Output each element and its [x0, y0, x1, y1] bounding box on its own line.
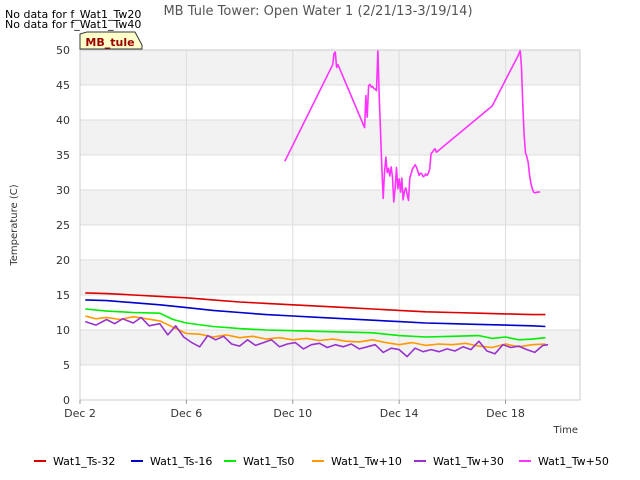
y-tick-label: 25 [56, 219, 70, 232]
site-badge-label: MB_tule [85, 36, 134, 49]
legend-label: Wat1_Ts-32 [53, 455, 115, 468]
plot-band [80, 260, 580, 295]
plot-band [80, 50, 580, 85]
plot-band [80, 365, 580, 400]
y-tick-label: 15 [56, 289, 70, 302]
y-tick-label: 0 [63, 394, 70, 407]
series-line-wat1-ts0 [85, 308, 546, 341]
plot-band [80, 190, 580, 225]
plot-band [80, 225, 580, 260]
series-line-wat1-tw-30 [85, 316, 549, 358]
series-lines [85, 49, 549, 358]
series-line-wat1-tw-50 [284, 49, 541, 203]
plot-frame [79, 49, 581, 401]
legend-label: Wat1_Tw+50 [538, 455, 609, 468]
y-tick-label: 45 [56, 79, 70, 92]
y-axis-ticks: 0 5 10 15 20 25 30 35 40 45 50 [56, 44, 70, 407]
y-tick-label: 30 [56, 184, 70, 197]
x-tick-label: Dec 18 [486, 407, 525, 420]
series-line-wat1-tw-10 [85, 315, 546, 349]
y-axis-label: Temperature (C) [9, 184, 20, 266]
x-tick-label: Dec 14 [380, 407, 419, 420]
site-badge: MB_tule [79, 31, 143, 50]
plot-band [80, 155, 580, 190]
y-tick-label: 50 [56, 44, 70, 57]
no-data-message-tw20: No data for f_Wat1_Tw20 [5, 8, 142, 21]
chart-title: MB Tule Tower: Open Water 1 (2/21/13-3/1… [163, 4, 472, 19]
legend-label: Wat1_Ts0 [243, 455, 294, 468]
plot-background [80, 50, 580, 400]
x-tick-label: Dec 2 [64, 407, 96, 420]
y-tick-label: 35 [56, 149, 70, 162]
plot-band [80, 120, 580, 155]
legend-label: Wat1_Ts-16 [150, 455, 212, 468]
series-line-wat1-ts-16 [85, 299, 546, 328]
legend-label: Wat1_Tw+10 [331, 455, 402, 468]
plot-band [80, 330, 580, 365]
x-axis-ticks: Dec 2 Dec 6 Dec 10 Dec 14 Dec 18 [64, 400, 525, 420]
legend: Wat1_Ts-32 Wat1_Ts-16 Wat1_Ts0 Wat1_Tw+10 Wa… [34, 455, 609, 468]
no-data-message-tw40: No data for f_Wat1_Tw40 [5, 18, 142, 31]
series-line-wat1-ts-32 [85, 292, 546, 316]
plot-band [80, 85, 580, 120]
y-tick-label: 40 [56, 114, 70, 127]
y-tick-label: 5 [63, 359, 70, 372]
x-tick-label: Dec 6 [170, 407, 202, 420]
x-axis-label: Time [553, 425, 578, 436]
y-tick-label: 10 [56, 324, 70, 337]
legend-label: Wat1_Tw+30 [433, 455, 504, 468]
y-tick-label: 20 [56, 254, 70, 267]
x-tick-label: Dec 10 [273, 407, 312, 420]
